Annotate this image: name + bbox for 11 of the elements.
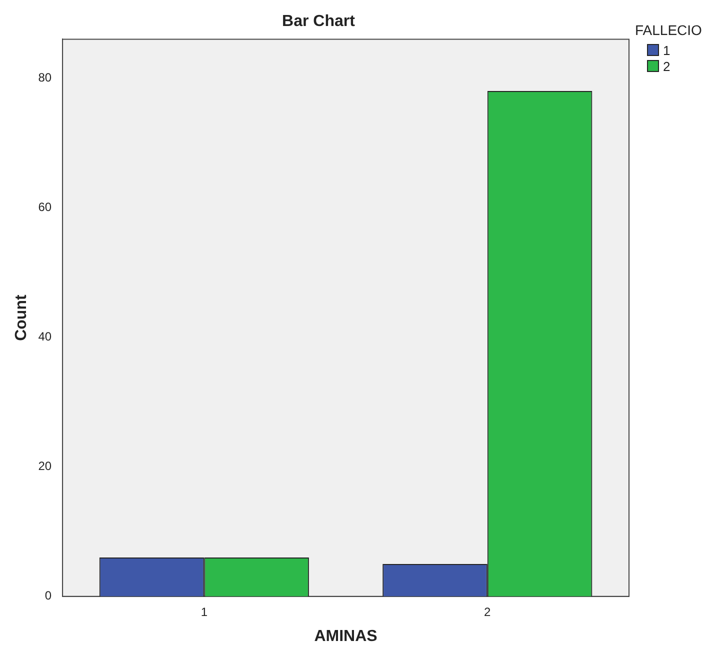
y-tick-label: 60 [38, 200, 52, 214]
x-axis-title: AMINAS [314, 628, 378, 645]
legend-label: 1 [663, 42, 670, 58]
y-tick-label: 20 [38, 459, 52, 474]
legend-label: 2 [663, 58, 670, 74]
y-tick-label: 40 [38, 330, 52, 344]
y-tick-label: 0 [44, 588, 52, 603]
y-axis-title: Count [13, 294, 30, 341]
chart-title: Bar Chart [282, 13, 356, 30]
y-tick-label: 80 [38, 70, 52, 84]
legend-title: FALLECIO [635, 22, 703, 38]
